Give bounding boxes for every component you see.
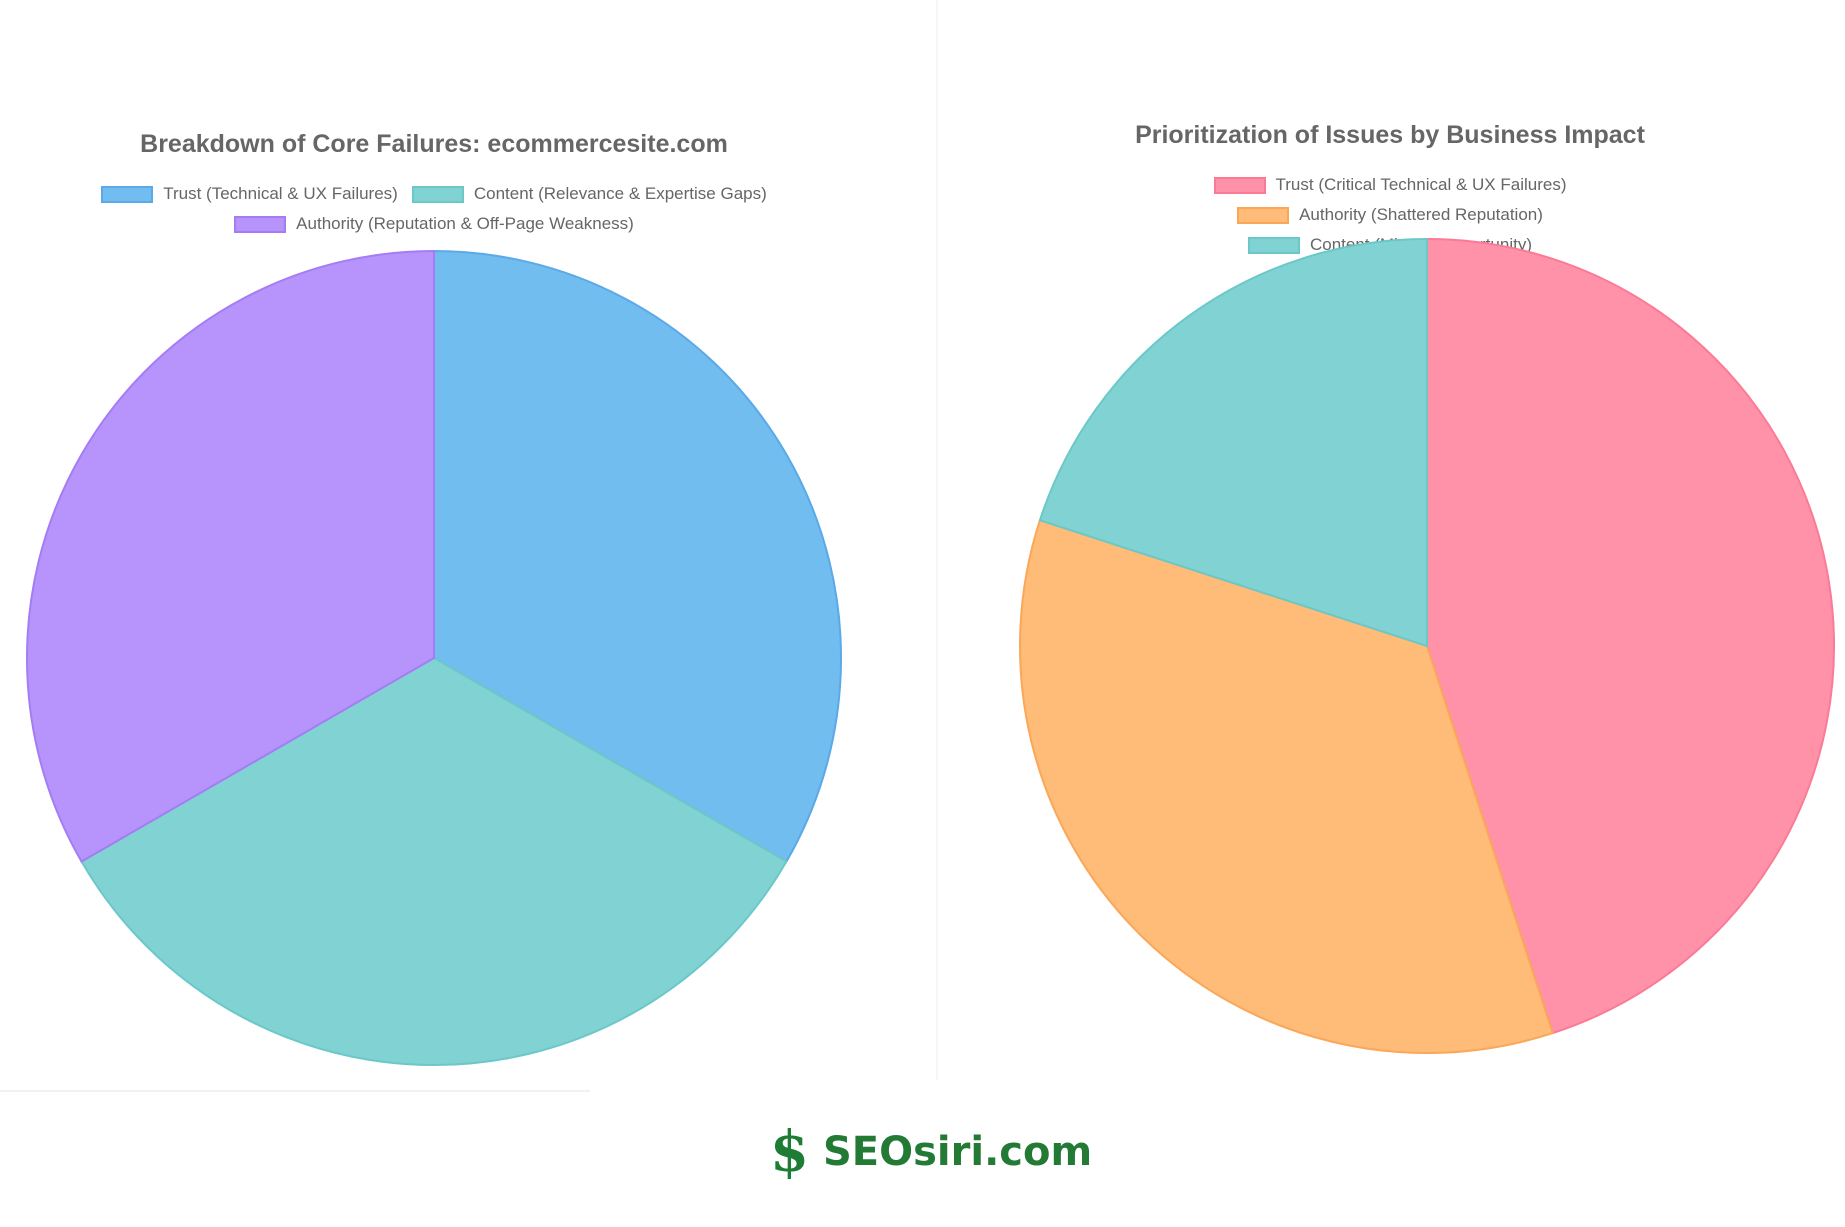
- chart-panel-left: Breakdown of Core Failures: ecommercesit…: [0, 0, 935, 1100]
- pie-chart-prioritization: [1019, 237, 1835, 1054]
- bottom-divider: [0, 1090, 590, 1092]
- brand-name: SEOsiri.com: [822, 1129, 1093, 1175]
- pie-slice-1[interactable]: [1426, 237, 1835, 1035]
- pie-chart-core-failures: [26, 249, 842, 1066]
- legend-label: Trust (Technical & UX Failures): [163, 184, 398, 203]
- legend-label: Authority (Reputation & Off-Page Weaknes…: [296, 214, 634, 233]
- chart-title: Prioritization of Issues by Business Imp…: [1135, 121, 1645, 149]
- pie-slice-3[interactable]: [1038, 237, 1428, 648]
- pie-slice-3[interactable]: [26, 249, 435, 863]
- legend-swatch: [411, 185, 464, 203]
- legend-item-trust[interactable]: Trust (Critical Technical & UX Failures): [1213, 175, 1567, 195]
- chart-title: Breakdown of Core Failures: ecommercesit…: [140, 130, 728, 158]
- legend-label: Authority (Shattered Reputation): [1299, 205, 1543, 224]
- legend-swatch: [1213, 176, 1266, 194]
- chart-panel-right: Prioritization of Issues by Business Imp…: [935, 0, 1845, 1100]
- pie-slice-1[interactable]: [433, 249, 842, 863]
- dollar-s-icon: $: [770, 1119, 809, 1185]
- pie-slice-2[interactable]: [1019, 518, 1555, 1054]
- legend-label: Trust (Critical Technical & UX Failures): [1275, 175, 1567, 194]
- legend-swatch: [101, 185, 154, 203]
- legend-item-authority[interactable]: Authority (Shattered Reputation): [1237, 205, 1543, 225]
- panel-divider: [936, 0, 938, 1080]
- brand-logo[interactable]: $ SEOsiri.com: [770, 1122, 1092, 1182]
- pie-slice-2[interactable]: [80, 656, 788, 1066]
- legend-swatch: [1237, 206, 1290, 224]
- legend-item-content[interactable]: Content (Relevance & Expertise Gaps): [411, 184, 767, 204]
- chart-legend: Trust (Technical & UX Failures) Content …: [100, 184, 768, 234]
- legend-item-authority[interactable]: Authority (Reputation & Off-Page Weaknes…: [234, 214, 634, 234]
- legend-item-trust[interactable]: Trust (Technical & UX Failures): [101, 184, 398, 204]
- legend-label: Content (Relevance & Expertise Gaps): [473, 184, 767, 203]
- legend-swatch: [234, 215, 287, 233]
- legend-swatch: [1247, 236, 1300, 254]
